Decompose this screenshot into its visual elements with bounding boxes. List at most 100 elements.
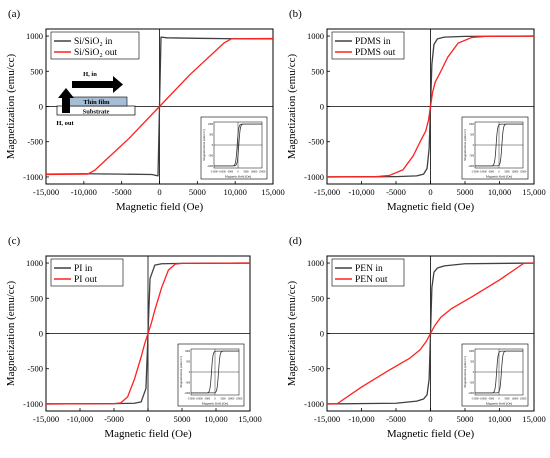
y-axis-label: Magnetization (emu/cc) — [5, 53, 17, 159]
inset-y-tick-label: -500 — [469, 154, 474, 157]
x-tick-label: -10,000 — [348, 414, 374, 424]
panel-label: (c) — [8, 235, 21, 247]
legend-entry: PI out — [74, 275, 97, 285]
y-tick-label: -500 — [308, 364, 324, 374]
x-tick-label: 10,000 — [488, 187, 511, 197]
arrow-right-icon — [72, 76, 123, 93]
chart-panel-a: -15,000 -10,000 -5000 0 5000 10,000 15,000-100… — [5, 8, 285, 213]
inset-x-tick-label: 0 — [498, 398, 500, 401]
inset-y-tick-label: 500 — [470, 134, 475, 137]
inset-y-tick-label: 1000 — [208, 123, 214, 126]
legend-entry: Si/SiO₂ out — [74, 48, 118, 58]
x-tick-label: 15,000 — [238, 414, 261, 424]
inset-x-tick-label: -10000 — [195, 398, 203, 401]
inset-y-tick-label: 500 — [209, 134, 214, 137]
y-tick-label: 0 — [39, 329, 43, 339]
inset-x-tick-label: 15000 — [520, 398, 527, 401]
x-tick-label: 10,000 — [488, 414, 511, 424]
inset-y-tick-label: 1000 — [469, 350, 475, 353]
inset-x-tick-label: -5000 — [227, 171, 234, 174]
h-in-label: H, in — [83, 71, 97, 78]
y-tick-label: -500 — [27, 364, 43, 374]
inset-x-tick-label: 15000 — [520, 171, 527, 174]
chart-panel-d: -15,000 -10,000 -5000 0 5000 10,000 15,000-100… — [286, 235, 546, 440]
chart-panel-c: -15,000 -10,000 -5000 0 5000 10,000 15,000-100… — [5, 235, 262, 440]
x-tick-label: 0 — [428, 187, 432, 197]
inset-x-tick-label: 15000 — [236, 398, 243, 401]
x-tick-label: -15,000 — [33, 414, 59, 424]
inset-x-axis-label: Magnetic field (Oe) — [202, 402, 228, 406]
legend-entry: PDMS in — [355, 37, 391, 47]
x-axis-label: Magnetic field (Oe) — [104, 428, 192, 440]
x-tick-label: 15,000 — [261, 187, 284, 197]
substrate-label: Substrate — [83, 108, 110, 115]
legend-entry: PI in — [74, 264, 92, 274]
legend-entry: PEN in — [355, 264, 383, 274]
inset-x-tick-label: 0 — [498, 171, 500, 174]
legend-box — [50, 258, 124, 287]
panel-label: (d) — [289, 235, 302, 247]
h-out-label: H, out — [56, 120, 74, 127]
y-tick-label: 0 — [320, 102, 324, 112]
inset-x-tick-label: 0 — [214, 398, 216, 401]
y-tick-label: 1000 — [307, 258, 324, 268]
x-tick-label: 5000 — [174, 414, 191, 424]
x-tick-label: -5000 — [112, 187, 132, 197]
inset-x-tick-label: -15000 — [187, 398, 195, 401]
chart-panel-b: -15,000 -10,000 -5000 0 5000 10,000 15,000-100… — [286, 8, 546, 213]
series-line-out — [45, 37, 274, 176]
series-line-out — [326, 35, 535, 178]
inset-y-tick-label: -500 — [208, 154, 213, 157]
inset-loop-descending — [475, 350, 523, 394]
arrow-up-icon — [58, 88, 74, 113]
x-tick-label: 15,000 — [522, 187, 545, 197]
inset-x-tick-label: -5000 — [488, 171, 495, 174]
x-tick-label: -5000 — [386, 414, 406, 424]
x-tick-label: 0 — [428, 414, 432, 424]
inset-x-tick-label: -15000 — [210, 171, 218, 174]
inset-y-tick-label: -500 — [185, 381, 190, 384]
inset-x-tick-label: 5000 — [504, 398, 510, 401]
inset-y-axis-label: Magnetization (emu/cc) — [202, 129, 206, 161]
y-tick-label: 1000 — [26, 258, 43, 268]
x-tick-label: -5000 — [104, 414, 124, 424]
inset-y-tick-label: 0 — [473, 144, 475, 147]
x-tick-label: 15,000 — [522, 414, 545, 424]
y-tick-label: 500 — [311, 66, 324, 76]
panel-label: (b) — [289, 8, 302, 20]
inset-x-axis-label: Magnetic field (Oe) — [486, 402, 512, 406]
inset-x-tick-label: -10000 — [479, 398, 487, 401]
x-tick-label: -5000 — [386, 187, 406, 197]
inset-y-tick-label: 0 — [189, 371, 191, 374]
legend-entry: Si/SiO₂ in — [74, 37, 113, 47]
inset-x-tick-label: 5000 — [504, 171, 510, 174]
y-tick-label: 0 — [320, 329, 324, 339]
series-line-out — [326, 262, 535, 405]
y-tick-label: 1000 — [307, 31, 324, 41]
x-tick-label: -15,000 — [314, 414, 340, 424]
inset-y-tick-label: 1000 — [469, 123, 475, 126]
series-line-out — [45, 262, 251, 405]
thin-film-label: Thin film — [83, 99, 110, 106]
legend-box — [331, 31, 405, 60]
inset-frame — [200, 116, 268, 180]
x-axis-label: Magnetic field (Oe) — [387, 201, 475, 213]
x-tick-label: 0 — [146, 414, 150, 424]
inset-frame — [461, 343, 529, 407]
inset-x-tick-label: -5000 — [488, 398, 495, 401]
panel-label: (a) — [8, 8, 21, 20]
y-tick-label: -1000 — [304, 399, 324, 409]
inset-y-tick-label: -1000 — [207, 165, 214, 168]
legend-entry: PDMS out — [355, 48, 396, 58]
inset-y-tick-label: -1000 — [468, 165, 475, 168]
inset-x-tick-label: -10000 — [479, 171, 487, 174]
inset-x-tick-label: 10000 — [512, 398, 519, 401]
y-axis-label: Magnetization (emu/cc) — [5, 280, 17, 386]
inset-x-axis-label: Magnetic field (Oe) — [225, 175, 251, 179]
inset-y-tick-label: 0 — [212, 144, 214, 147]
x-tick-label: 10,000 — [204, 414, 227, 424]
y-tick-label: 500 — [30, 66, 43, 76]
inset-y-tick-label: 0 — [473, 371, 475, 374]
y-tick-label: -1000 — [23, 172, 43, 182]
